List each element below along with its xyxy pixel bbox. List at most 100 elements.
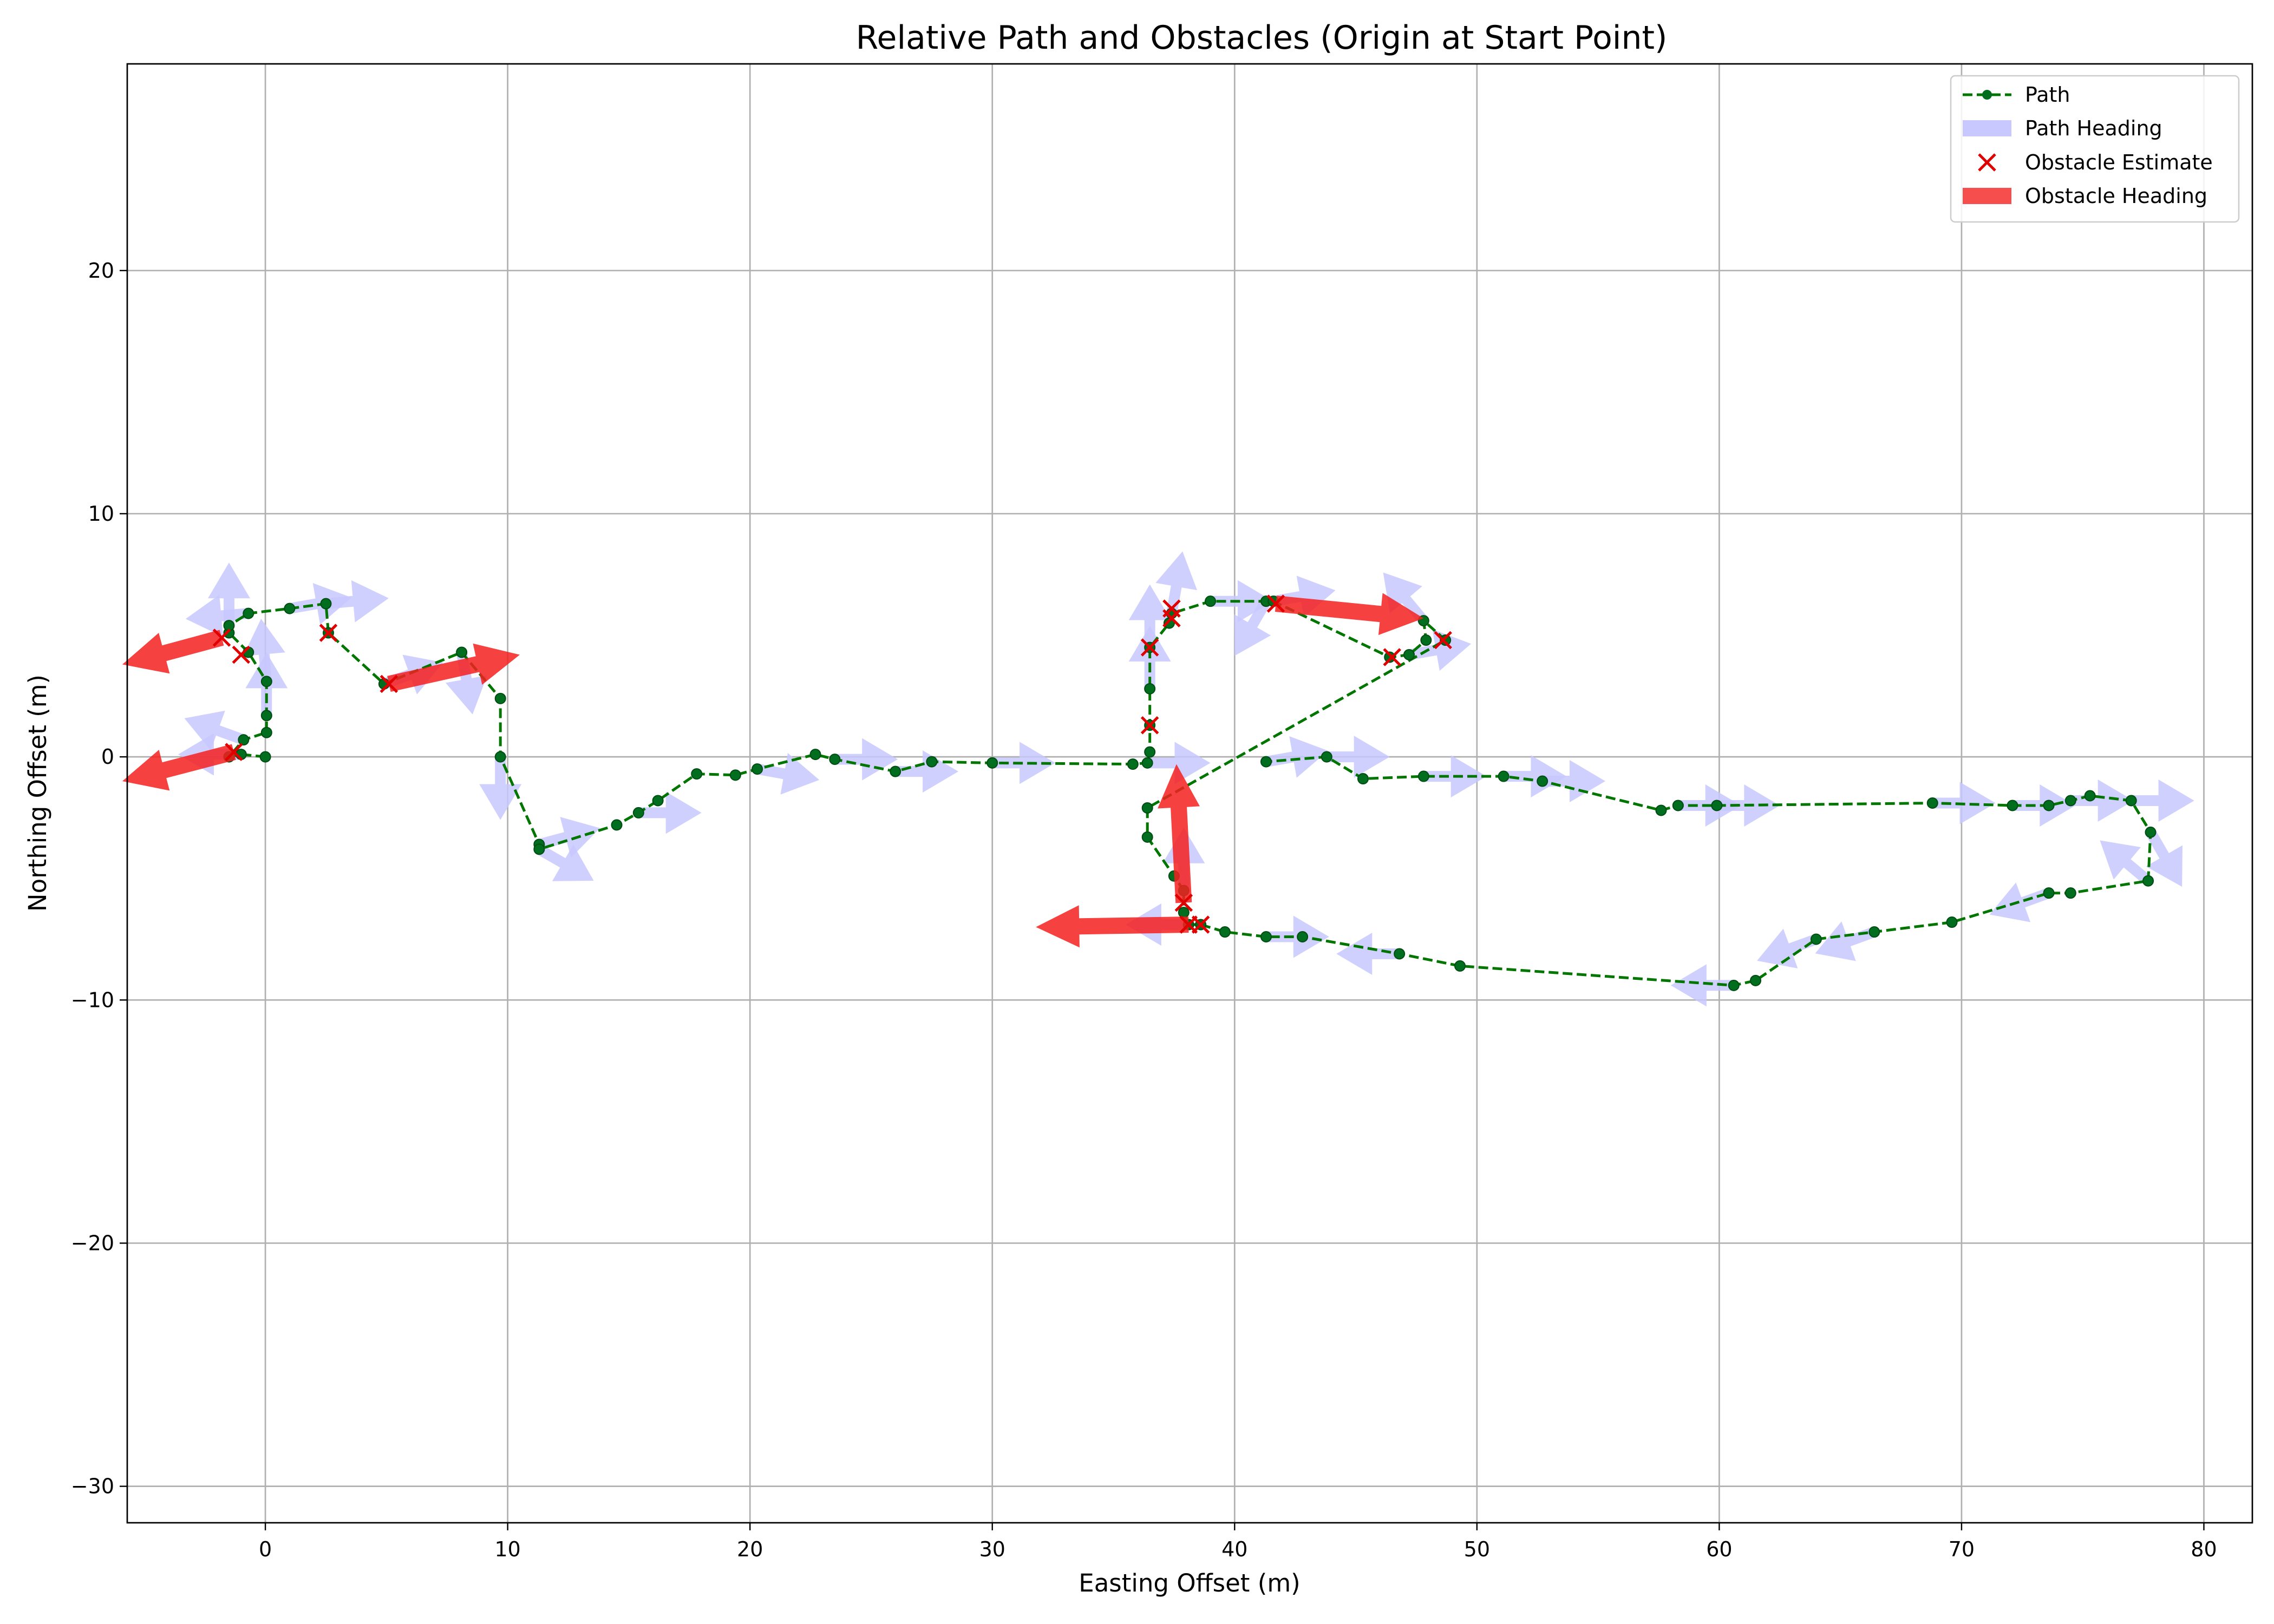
- obstacle-estimate-marker: [1162, 599, 1181, 618]
- path-point: [829, 754, 841, 765]
- legend-obstacle-heading-swatch: [1963, 188, 2011, 204]
- path-heading-arrow: [1989, 882, 2051, 922]
- legend-item-obstacle-estimate: Obstacle Estimate: [1978, 150, 2213, 174]
- path-heading-arrow: [834, 738, 898, 781]
- x-tick-label: 20: [737, 1537, 763, 1561]
- path-heading-arrow: [1327, 736, 1390, 778]
- y-tick-label: −20: [71, 1231, 114, 1255]
- path-heading-arrow: [895, 750, 959, 793]
- path-heading-arrow: [1504, 755, 1567, 798]
- legend-label-obstacle-estimate: Obstacle Estimate: [2025, 150, 2213, 174]
- path-point: [1127, 758, 1139, 770]
- path-heading-arrow: [992, 742, 1056, 784]
- path-point: [1655, 804, 1667, 816]
- path-point: [1440, 634, 1452, 646]
- obstacle-estimate-marker: [319, 624, 338, 642]
- path-point: [1178, 907, 1190, 919]
- path-point: [1260, 931, 1272, 943]
- path-point: [2084, 790, 2096, 802]
- x-tick-label: 30: [979, 1537, 1005, 1561]
- path-point: [2064, 795, 2076, 807]
- obstacle-estimate-marker: [1266, 594, 1285, 613]
- x-tick-label: 70: [1949, 1537, 1975, 1561]
- path-point: [1868, 926, 1880, 938]
- y-axis-label: Northing Offset (m): [23, 675, 52, 912]
- path-point: [1219, 926, 1231, 938]
- obstacle-heading-arrow: [122, 630, 224, 674]
- path-point: [494, 692, 506, 704]
- path-point: [752, 763, 763, 775]
- path-point: [691, 768, 703, 780]
- chart-title: Relative Path and Obstacles (Origin at S…: [856, 19, 1668, 57]
- path-point: [1297, 931, 1309, 943]
- legend-label-obstacle-heading: Obstacle Heading: [2025, 184, 2207, 208]
- legend-item-path-heading: Path Heading: [1963, 116, 2162, 140]
- y-tick-label: −30: [71, 1475, 114, 1498]
- x-tick-label: 0: [259, 1537, 272, 1561]
- path-point: [1321, 751, 1332, 763]
- path-point: [494, 751, 506, 763]
- path-heading-arrow: [1128, 584, 1171, 647]
- path-point: [1420, 634, 1432, 646]
- plot-area: [122, 63, 2253, 1524]
- path-point: [1672, 800, 1684, 811]
- path-point: [1144, 746, 1156, 758]
- path-point: [1141, 831, 1153, 843]
- path-heading-arrow: [1542, 760, 1605, 802]
- legend-item-path: Path: [1963, 83, 2070, 107]
- path-point: [1417, 770, 1429, 782]
- path-point: [1926, 797, 1938, 809]
- path-point: [1728, 979, 1740, 991]
- path-point: [611, 819, 623, 831]
- path-point: [926, 756, 938, 768]
- path-point: [632, 807, 644, 818]
- path-point: [2064, 887, 2076, 899]
- path-point: [1750, 974, 1762, 986]
- path-point: [986, 757, 998, 769]
- path-point: [1711, 800, 1723, 811]
- path-heading-arrow: [208, 562, 250, 626]
- path-point: [1144, 683, 1156, 695]
- x-tick-label: 60: [1706, 1537, 1732, 1561]
- path-point: [1205, 595, 1217, 607]
- path-point: [2142, 875, 2154, 887]
- legend: Path Path Heading Obstacle Estimate Obst…: [1950, 75, 2240, 223]
- obstacle-estimates: [212, 594, 1452, 934]
- legend-label-path: Path: [2025, 83, 2070, 107]
- obstacle-estimate-marker: [232, 645, 251, 664]
- x-tick-label: 10: [494, 1537, 520, 1561]
- y-tick-label: 0: [101, 745, 114, 769]
- path-point: [259, 751, 271, 763]
- obstacle-heading-arrows: [122, 593, 1424, 948]
- x-tick-label: 80: [2191, 1537, 2217, 1561]
- obstacle-estimate-marker: [212, 628, 231, 647]
- path-heading-arrow: [538, 817, 600, 858]
- path-heading-arrow: [2070, 780, 2134, 822]
- path-heading-arrow: [756, 752, 820, 795]
- obstacle-heading-arrow: [1158, 764, 1200, 903]
- path-point: [260, 710, 272, 722]
- plot-frame: [126, 63, 2253, 1524]
- path-point: [1946, 916, 1958, 928]
- path-point: [652, 795, 664, 807]
- path-point: [2043, 800, 2055, 811]
- path-heading-arrow: [325, 580, 389, 623]
- obstacle-estimate-marker: [1140, 716, 1159, 735]
- path-heading-arrow: [1408, 629, 1472, 671]
- obstacle-estimate-marker: [1191, 915, 1210, 934]
- path-heading-arrow: [1757, 928, 1818, 968]
- path-point: [2007, 800, 2018, 811]
- path-heading-arrow: [1336, 933, 1400, 975]
- path-heading-arrow: [1155, 551, 1198, 614]
- path-point: [260, 726, 272, 738]
- path-point: [1141, 802, 1153, 814]
- y-tick-label: 10: [88, 502, 114, 526]
- y-tick-label: −10: [71, 988, 114, 1012]
- path-heading-arrow: [1815, 921, 1877, 961]
- legend-item-obstacle-heading: Obstacle Heading: [1963, 184, 2207, 208]
- path-point: [320, 598, 332, 610]
- path-point: [238, 734, 250, 746]
- path-point: [1498, 770, 1510, 782]
- path-heading-arrow: [1265, 736, 1329, 778]
- path-heading-arrow: [536, 844, 594, 881]
